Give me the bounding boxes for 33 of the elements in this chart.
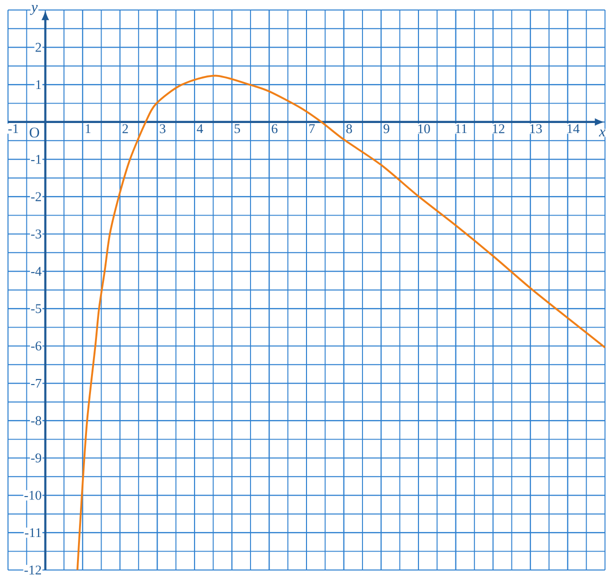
y-tick-label: -6 bbox=[31, 342, 42, 350]
y-tick-label: -8 bbox=[31, 416, 42, 426]
x-tick-label: 11 bbox=[456, 124, 467, 134]
y-axis-title: y bbox=[30, 5, 38, 15]
x-tick-label: 3 bbox=[160, 124, 166, 134]
x-tick-label: 4 bbox=[196, 124, 204, 134]
y-tick-label: 1 bbox=[36, 80, 41, 90]
x-tick-label: 5 bbox=[234, 124, 240, 134]
x-tick-label: 9 bbox=[384, 124, 390, 134]
line-series bbox=[76, 74, 606, 571]
y-tick-label: -4 bbox=[31, 266, 42, 276]
x-tick-label: -1 bbox=[8, 124, 18, 134]
y-tick-label: -11 bbox=[24, 528, 41, 538]
y-tick-label: -2 bbox=[31, 192, 41, 202]
y-tick-label: -10 bbox=[24, 490, 42, 500]
y-tick-label: -7 bbox=[31, 378, 42, 388]
y-tick-label: -12 bbox=[24, 566, 41, 574]
x-tick-label: 7 bbox=[309, 124, 315, 133]
y-tick-label: -1 bbox=[31, 154, 41, 164]
x-tick-label: 12 bbox=[492, 124, 504, 134]
y-tick-label: -3 bbox=[31, 230, 42, 238]
y-tick-label: -5 bbox=[31, 304, 42, 314]
x-tick-label: 13 bbox=[530, 124, 542, 134]
x-tick-label: 14 bbox=[568, 124, 580, 134]
x-tick-label: 10 bbox=[418, 124, 430, 134]
x-tick-label: 8 bbox=[346, 124, 352, 134]
x-axis-title: x bbox=[598, 130, 606, 136]
x-tick-label: 6 bbox=[272, 124, 278, 134]
annotation: O bbox=[30, 128, 40, 138]
x-tick-label: 2 bbox=[122, 124, 128, 134]
y-tick-label: -9 bbox=[31, 454, 42, 462]
y-tick-label: 2 bbox=[36, 42, 41, 52]
x-tick-label: 1 bbox=[86, 124, 91, 134]
